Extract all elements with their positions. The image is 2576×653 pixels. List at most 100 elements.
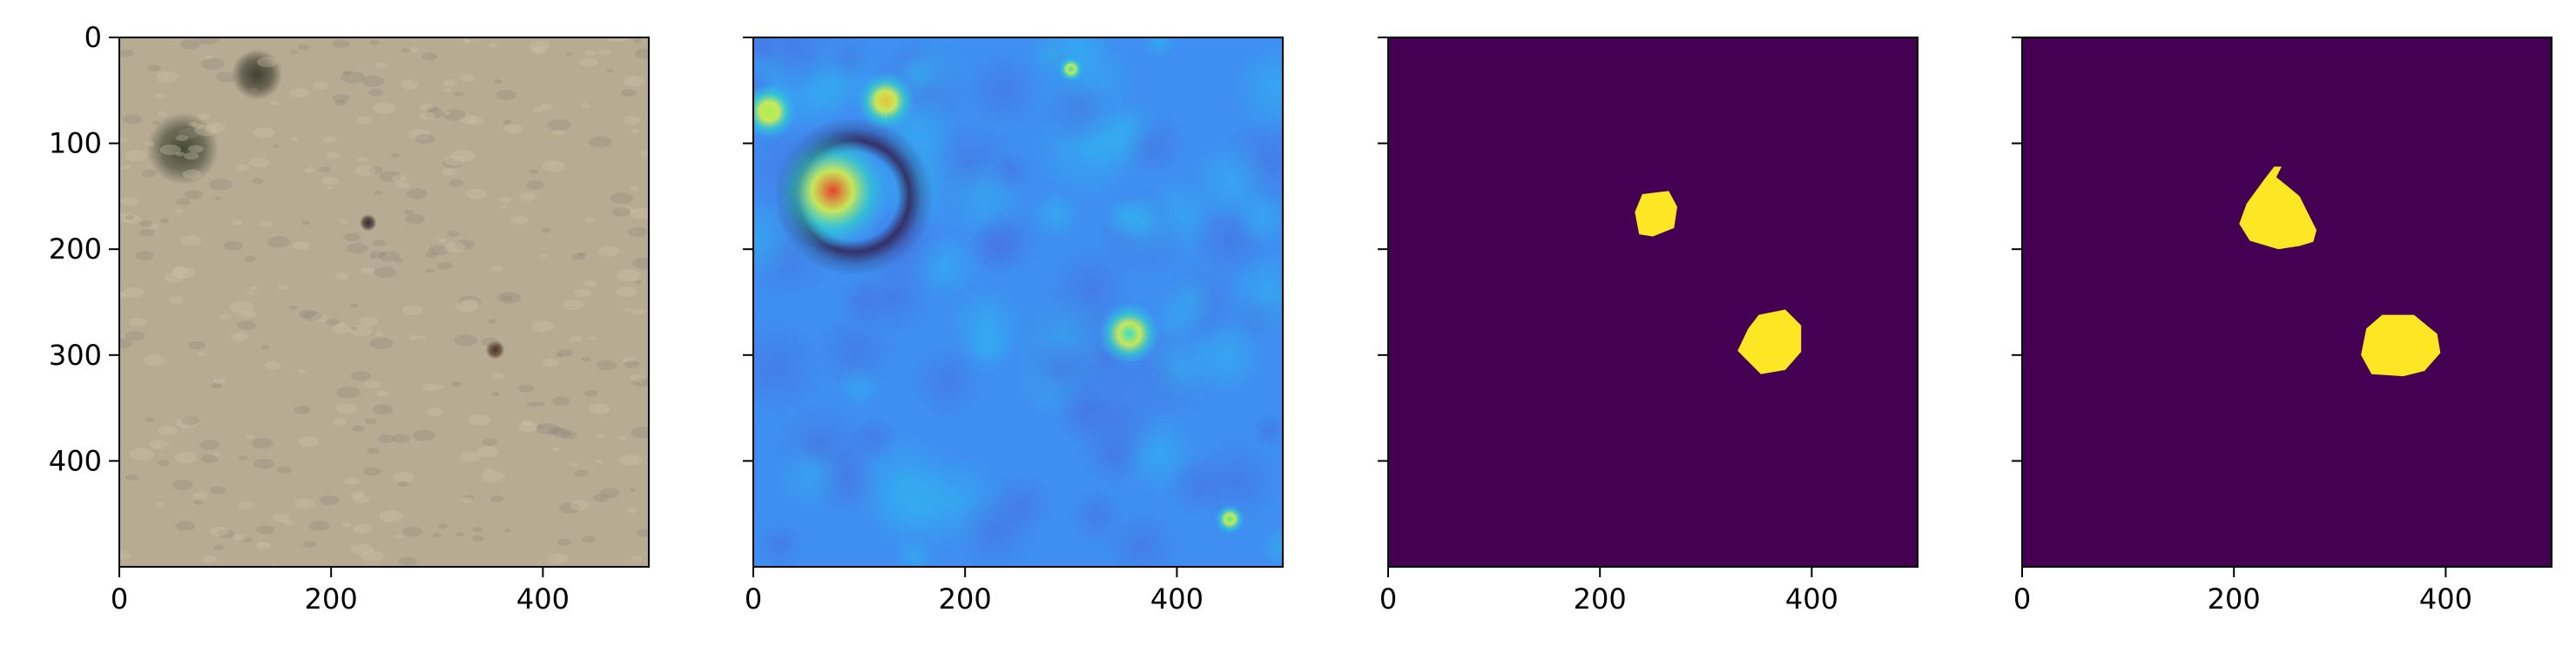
texture-speck (426, 407, 443, 417)
texture-speck (460, 451, 481, 462)
heatmap-blob (1042, 70, 1119, 147)
heatmap-hotspot (753, 84, 797, 139)
texture-speck (399, 556, 417, 567)
texture-speck (369, 39, 380, 45)
dark-patch (146, 112, 219, 185)
texture-speck (548, 553, 569, 564)
texture-speck (187, 145, 204, 153)
texture-speck (172, 479, 193, 490)
texture-speck (468, 414, 491, 426)
texture-speck (412, 429, 435, 441)
texture-speck (340, 71, 365, 84)
texture-speck (462, 299, 480, 308)
heatmap-blob (1260, 527, 1283, 566)
texture-speck (152, 152, 162, 158)
texture-speck (482, 438, 498, 447)
texture-speck (356, 116, 373, 125)
texture-speck (596, 434, 606, 439)
texture-speck (552, 396, 570, 406)
texture-speck (454, 91, 464, 97)
texture-speck (468, 37, 479, 42)
texture-speck (352, 495, 370, 504)
texture-speck (344, 477, 360, 486)
texture-speck (310, 313, 328, 323)
texture-speck (536, 401, 545, 407)
texture-speck (336, 403, 357, 414)
texture-speck (277, 466, 293, 474)
texture-speck (392, 434, 411, 443)
texture-speck (447, 230, 460, 237)
texture-speck (499, 205, 508, 209)
texture-speck (401, 48, 412, 53)
texture-speck (272, 513, 290, 522)
texture-speck (631, 308, 645, 315)
heatmap-blob (753, 317, 826, 418)
texture-speck (376, 390, 388, 397)
texture-speck (147, 64, 161, 72)
texture-speck (466, 117, 484, 125)
texture-speck (172, 266, 189, 275)
texture-speck (577, 252, 587, 257)
texture-speck (397, 481, 409, 488)
texture-speck (353, 524, 373, 534)
panel-heatmap: 0 200 400 (743, 37, 1284, 616)
texture-speck (536, 422, 560, 435)
texture-speck (138, 229, 155, 237)
texture-speck (496, 90, 516, 100)
panels: 0 200 400 0 100 200 300 400 0 200 400 0 200 400 0 200 40… (49, 21, 2552, 616)
texture-speck (349, 303, 359, 308)
texture-speck (621, 89, 637, 98)
texture-speck (548, 427, 565, 435)
texture-speck (283, 519, 294, 525)
texture-speck (379, 510, 403, 522)
texture-speck (289, 88, 309, 98)
texture-speck (152, 120, 161, 125)
texture-speck (332, 419, 347, 427)
texture-speck (494, 79, 502, 84)
texture-speck (518, 422, 538, 433)
texture-speck (472, 527, 483, 532)
texture-speck (209, 526, 229, 536)
texture-speck (208, 178, 233, 191)
panel-image-heatmap (753, 37, 1283, 567)
texture-speck (249, 158, 269, 168)
texture-speck (194, 125, 217, 137)
texture-speck (556, 348, 573, 357)
texture-speck (253, 458, 275, 469)
texture-speck (633, 37, 643, 43)
texture-speck (125, 214, 135, 220)
texture-speck (458, 114, 478, 125)
texture-speck (606, 37, 622, 43)
texture-speck (175, 151, 185, 157)
heatmap-hotspot (1097, 302, 1162, 366)
texture-speck (350, 543, 374, 555)
texture-speck (356, 156, 368, 162)
texture-speck (179, 39, 200, 50)
texture-speck (581, 356, 590, 362)
texture-speck (490, 495, 504, 502)
texture-speck (223, 240, 243, 251)
texture-speck (372, 404, 394, 415)
texture-speck (624, 116, 641, 125)
texture-speck (192, 492, 208, 500)
texture-speck (251, 437, 273, 449)
texture-speck (560, 430, 577, 440)
texture-speck (368, 88, 384, 97)
texture-speck (631, 555, 643, 562)
texture-speck (304, 167, 316, 173)
texture-speck (617, 205, 633, 213)
texture-speck (309, 521, 330, 531)
texture-speck (334, 273, 349, 280)
texture-speck (448, 179, 464, 187)
texture-speck (626, 508, 637, 514)
texture-speck (143, 354, 166, 367)
x-tick-label: 200 (305, 582, 358, 616)
texture-speck (333, 94, 350, 103)
texture-speck (156, 502, 165, 507)
texture-speck (391, 153, 401, 158)
texture-speck (154, 92, 165, 98)
texture-speck (312, 81, 329, 90)
texture-speck (526, 180, 545, 190)
texture-speck (540, 253, 549, 258)
texture-speck (211, 382, 223, 388)
